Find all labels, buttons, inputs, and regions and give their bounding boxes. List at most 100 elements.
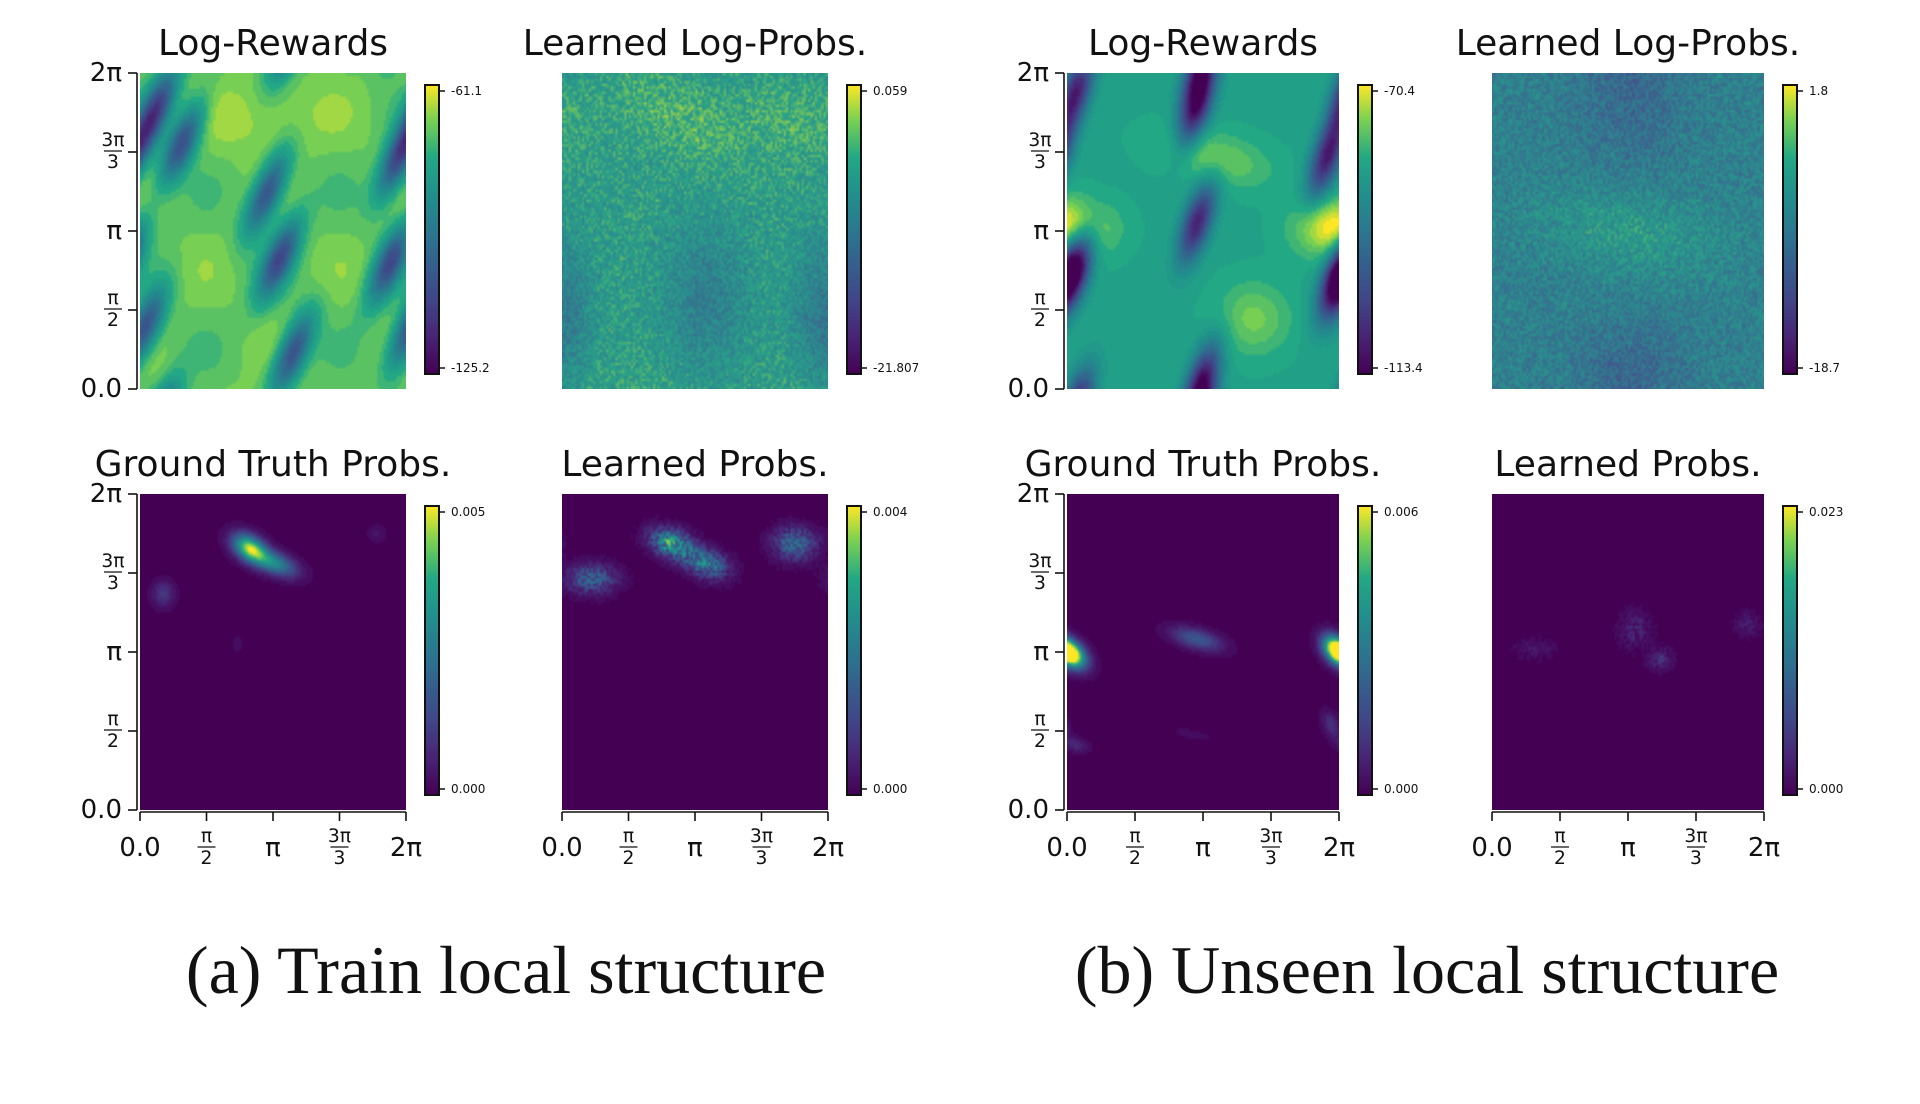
panel-a-0-1: Learned Log-Probs. 0.059 -21.807 <box>523 23 919 389</box>
tick-label-den: 2 <box>1554 848 1566 869</box>
tick-label: π <box>1034 709 1045 730</box>
panel-title: Learned Log-Probs. <box>523 23 868 64</box>
colorbar-label: 0.059 <box>873 84 907 98</box>
colorbar-label: -18.7 <box>1809 361 1840 375</box>
tick-label: 2π <box>1748 833 1780 863</box>
tick-label: π <box>1195 833 1211 863</box>
colorbar-label: -61.1 <box>451 84 482 98</box>
tick-label-den: 2 <box>107 310 119 331</box>
tick-label: 0.0 <box>1046 833 1087 863</box>
tick-label: π <box>265 833 281 863</box>
panel-title: Ground Truth Probs. <box>1025 444 1382 485</box>
colorbar-label: 0.000 <box>451 782 485 796</box>
heatmap-image <box>1067 73 1339 389</box>
tick-label: π <box>687 833 703 863</box>
colorbar <box>424 84 440 375</box>
tick-label: 2π <box>812 833 844 863</box>
tick-label: 0.0 <box>541 833 582 863</box>
tick-label: 3π <box>101 130 124 151</box>
colorbar-label: 1.8 <box>1809 84 1828 98</box>
tick-label: π <box>1034 288 1045 309</box>
tick-label-den: 3 <box>756 848 768 869</box>
colorbar-label: 0.005 <box>451 505 485 519</box>
tick-label-den: 2 <box>107 731 119 752</box>
tick-label: π <box>1033 637 1049 667</box>
tick-label: 3π <box>1028 130 1051 151</box>
tick-label: 0.0 <box>81 374 122 404</box>
tick-label: 3π <box>1259 826 1282 847</box>
tick-label-den: 3 <box>1265 848 1277 869</box>
panel-a-1-0: Ground Truth Probs.0.0050.0002π3π3ππ20.0… <box>81 444 486 869</box>
tick-label: π <box>107 288 118 309</box>
colorbar <box>1357 505 1373 796</box>
tick-label: π <box>1033 216 1049 246</box>
tick-label: π <box>1620 833 1636 863</box>
tick-label: 2π <box>90 58 122 88</box>
heatmap-image <box>140 494 406 810</box>
colorbar <box>1782 84 1798 375</box>
tick-label: 3π <box>750 826 773 847</box>
colorbar <box>1357 84 1373 375</box>
tick-label: π <box>1129 826 1140 847</box>
tick-label-den: 3 <box>1690 848 1702 869</box>
panel-title: Log-Rewards <box>1088 23 1318 64</box>
panels-layer: Log-Rewards-61.1-125.22π3π3ππ20.0Learned… <box>81 23 1844 869</box>
colorbar <box>846 84 862 375</box>
caption-a: (a) Train local structure <box>186 932 826 1008</box>
tick-label: π <box>106 637 122 667</box>
noise-overlay <box>1492 73 1764 389</box>
noise-overlay <box>562 73 828 389</box>
tick-label: 3π <box>101 551 124 572</box>
panel-title: Learned Log-Probs. <box>1456 23 1801 64</box>
colorbar-label: 0.023 <box>1809 505 1843 519</box>
tick-label: 3π <box>1028 551 1051 572</box>
tick-label: 3π <box>328 826 351 847</box>
tick-label-den: 2 <box>623 848 635 869</box>
heatmap-image <box>140 73 406 389</box>
tick-label: π <box>107 709 118 730</box>
panel-title: Log-Rewards <box>158 23 388 64</box>
tick-label: π <box>201 826 212 847</box>
panel-b-0-1: Learned Log-Probs. 1.8 -18.7 <box>1456 23 1840 389</box>
tick-label: π <box>1554 826 1565 847</box>
panel-title: Learned Probs. <box>1494 444 1761 485</box>
tick-label: π <box>623 826 634 847</box>
tick-label: 0.0 <box>119 833 160 863</box>
tick-label-den: 2 <box>201 848 213 869</box>
colorbar-label: 0.006 <box>1384 505 1418 519</box>
tick-label: 2π <box>1017 479 1049 509</box>
colorbar-label: 0.000 <box>1384 782 1418 796</box>
tick-label-den: 3 <box>334 848 346 869</box>
colorbar-label: 0.000 <box>1809 782 1843 796</box>
caption-b: (b) Unseen local structure <box>1075 932 1779 1008</box>
panel-title: Ground Truth Probs. <box>95 444 452 485</box>
tick-label: 0.0 <box>1008 795 1049 825</box>
tick-label-den: 3 <box>107 573 119 594</box>
colorbar-label: -125.2 <box>451 361 490 375</box>
tick-label: 2π <box>1323 833 1355 863</box>
colorbar-label: 0.004 <box>873 505 907 519</box>
tick-label-den: 3 <box>1034 152 1046 173</box>
tick-label-den: 2 <box>1129 848 1141 869</box>
tick-label: 3π <box>1684 826 1707 847</box>
tick-label-den: 2 <box>1034 310 1046 331</box>
tick-label-den: 3 <box>1034 573 1046 594</box>
heatmap-image <box>1067 494 1339 810</box>
colorbar-label: 0.000 <box>873 782 907 796</box>
colorbar <box>424 505 440 796</box>
tick-label-den: 3 <box>107 152 119 173</box>
tick-label: 2π <box>1017 58 1049 88</box>
panel-title: Learned Probs. <box>561 444 828 485</box>
colorbar <box>1782 505 1798 796</box>
tick-label: 0.0 <box>1471 833 1512 863</box>
tick-label: 0.0 <box>81 795 122 825</box>
tick-label: 2π <box>390 833 422 863</box>
tick-label: π <box>106 216 122 246</box>
tick-label-den: 2 <box>1034 731 1046 752</box>
tick-label: 0.0 <box>1008 374 1049 404</box>
